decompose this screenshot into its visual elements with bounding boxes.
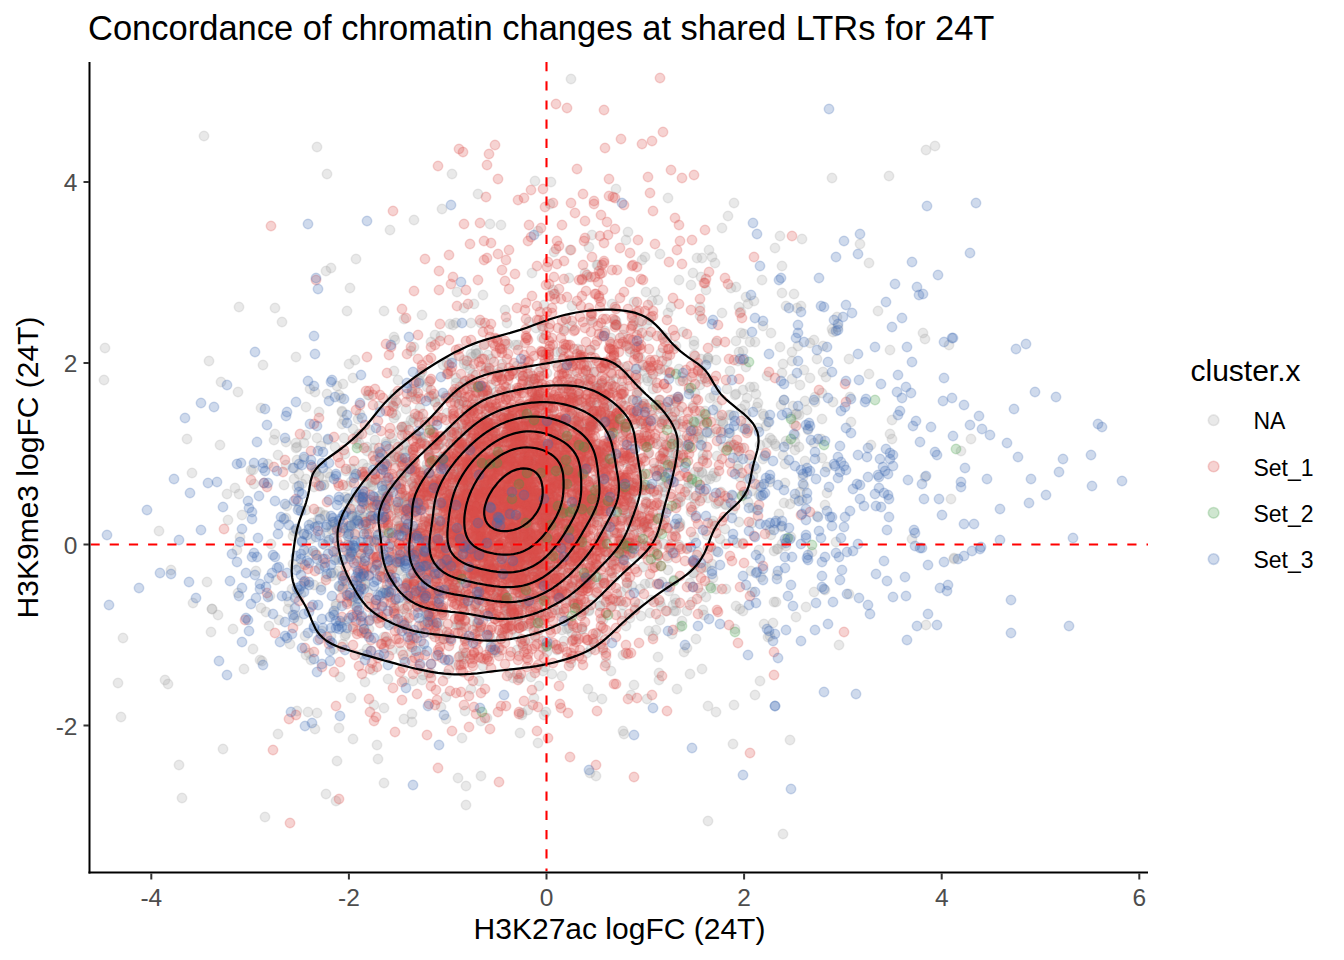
svg-text:4: 4 (64, 169, 78, 196)
svg-text:Concordance of chromatin chang: Concordance of chromatin changes at shar… (88, 9, 994, 47)
svg-text:NA: NA (1253, 408, 1286, 434)
svg-text:Set_1: Set_1 (1253, 455, 1313, 481)
svg-text:Set_2: Set_2 (1253, 501, 1313, 527)
svg-text:Set_3: Set_3 (1253, 547, 1313, 573)
svg-text:-2: -2 (56, 713, 78, 740)
svg-text:H3K9me3 logFC (24T): H3K9me3 logFC (24T) (11, 317, 44, 619)
svg-text:4: 4 (935, 884, 949, 911)
svg-text:cluster.x: cluster.x (1191, 354, 1301, 387)
svg-text:-2: -2 (338, 884, 360, 911)
svg-text:-4: -4 (140, 884, 162, 911)
svg-text:0: 0 (540, 884, 554, 911)
svg-text:0: 0 (64, 532, 78, 559)
svg-text:H3K27ac logFC (24T): H3K27ac logFC (24T) (474, 912, 766, 945)
svg-text:2: 2 (64, 350, 78, 377)
svg-text:6: 6 (1132, 884, 1146, 911)
svg-text:2: 2 (737, 884, 751, 911)
